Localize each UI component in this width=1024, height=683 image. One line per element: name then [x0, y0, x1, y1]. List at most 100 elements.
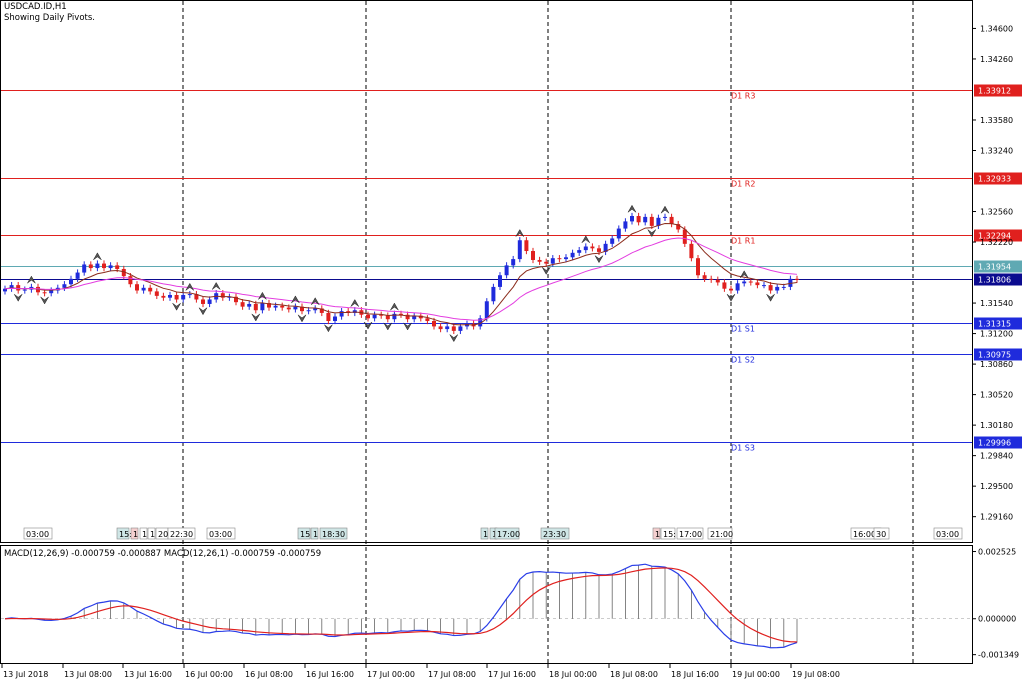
session-label-box — [319, 527, 348, 540]
pivot-label: D1 S3 — [731, 444, 755, 453]
candle-body — [768, 285, 773, 291]
pivot-subtitle: Showing Daily Pivots. — [4, 13, 95, 23]
candle-body — [201, 299, 205, 304]
session-label: 15: — [663, 530, 676, 539]
candle-body — [748, 281, 753, 283]
candle-body — [504, 265, 509, 276]
candle-body — [517, 240, 522, 260]
candle-body — [715, 279, 720, 283]
candle-body — [16, 285, 21, 291]
candle-body — [273, 305, 278, 308]
price-tick-label: 1.30180 — [980, 421, 1013, 430]
candle-body — [187, 294, 192, 296]
price-tick-label: 1.34600 — [980, 24, 1013, 33]
fractal-up-marker — [258, 291, 267, 300]
session-label-box — [167, 527, 196, 540]
fractal-up-marker — [291, 295, 300, 304]
candle-body — [570, 252, 575, 258]
candle-body — [168, 294, 172, 298]
candle-body — [682, 229, 687, 244]
candle-body — [82, 264, 87, 273]
candle-body — [676, 224, 681, 230]
fractal-up-marker — [310, 297, 320, 305]
fractal-down-marker — [172, 303, 181, 311]
fractal-down-marker — [541, 267, 551, 275]
session-label: 30 — [876, 530, 886, 539]
candle-body — [577, 250, 582, 253]
candle-body — [115, 265, 120, 269]
candle-body — [141, 287, 146, 291]
fractal-up-marker — [390, 302, 399, 311]
candle-body — [451, 326, 456, 331]
session-label-box — [297, 527, 311, 540]
candle-body — [161, 295, 166, 298]
fractal-down-marker — [297, 314, 307, 323]
fractal-down-marker — [324, 324, 333, 333]
price-tick-label: 1.29500 — [980, 482, 1013, 491]
fractal-down-marker — [13, 294, 23, 302]
candle-body — [412, 315, 417, 320]
price-tick-label: 1.33240 — [980, 146, 1013, 155]
fractal-up-marker — [185, 282, 195, 291]
candle-body — [181, 294, 186, 300]
candle-body — [531, 251, 535, 260]
candle-body — [775, 286, 780, 291]
candle-body — [385, 315, 390, 320]
candle-body — [240, 302, 245, 307]
candle-body — [610, 238, 615, 244]
candle-body — [557, 258, 562, 260]
candle-body — [194, 294, 199, 300]
price-tick-label: 1.32560 — [980, 208, 1013, 217]
session-label: 23:30 — [543, 530, 566, 539]
candle-body — [524, 240, 529, 252]
time-tick-label: 16 Jul 08:00 — [245, 670, 293, 679]
fractal-up-marker — [515, 229, 525, 237]
fractal-up-marker — [739, 270, 749, 278]
fractal-up-marker — [211, 281, 221, 290]
time-tick-label: 18 Jul 00:00 — [549, 670, 597, 679]
candle-body — [9, 285, 14, 289]
pivot-label: D1 S1 — [731, 325, 755, 334]
candle-body — [346, 311, 351, 313]
price-tick-label: 1.31200 — [980, 330, 1013, 339]
pivot-price-tag — [974, 317, 1022, 330]
session-label-box — [139, 527, 148, 540]
candle-body — [207, 299, 212, 304]
candle-body — [590, 246, 595, 249]
symbol-title: USDCAD.ID,H1 — [4, 2, 67, 12]
session-label: 1 — [492, 530, 497, 539]
price-tick-label: 1.34260 — [980, 55, 1013, 64]
pivot-price-text: 1.32933 — [978, 175, 1011, 184]
session-label-box — [660, 527, 676, 540]
time-tick-label: 13 Jul 16:00 — [124, 670, 172, 679]
candle-body — [333, 316, 337, 322]
macd-plot-frame — [0, 545, 973, 664]
session-label-box — [494, 527, 520, 540]
candle-body — [3, 288, 7, 292]
pivot-price-tag — [974, 84, 1022, 97]
session-label-box — [652, 527, 661, 540]
candle-body — [220, 293, 225, 298]
fractal-down-marker — [726, 294, 736, 302]
candle-body — [669, 216, 674, 225]
candle-body — [75, 272, 80, 279]
price-axis: 1.34600 1.34260 1.33580 1.33240 1.32560 1.322… — [972, 24, 1013, 522]
time-tick-label: 13 Jul 2018 — [3, 670, 48, 679]
candle-body — [399, 313, 403, 315]
price-tick-label: 1.30860 — [980, 360, 1013, 369]
candle-body — [656, 217, 661, 226]
session-label-box — [130, 527, 139, 540]
candle-body — [597, 248, 601, 252]
session-label: 03:00 — [936, 530, 959, 539]
price-tag-text: 1.31954 — [978, 263, 1011, 272]
candlestick-series — [3, 212, 799, 335]
fractal-down-marker — [594, 255, 604, 264]
pivot-price-tag — [974, 172, 1022, 185]
candle-body — [729, 288, 733, 291]
candle-body — [438, 326, 443, 330]
candle-body — [755, 282, 760, 286]
candle-body — [379, 314, 384, 316]
macd-tick-label: -0.001349 — [978, 651, 1019, 660]
candle-body — [735, 283, 740, 291]
